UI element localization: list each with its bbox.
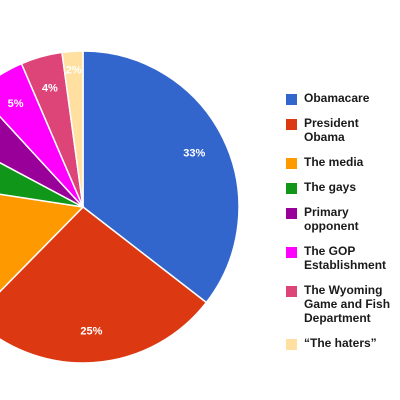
slice-label: 33% bbox=[183, 147, 205, 159]
pie-slice bbox=[0, 161, 84, 208]
legend-swatch bbox=[286, 339, 297, 350]
legend-swatch bbox=[286, 94, 297, 105]
legend-item-obamacare: Obamacare bbox=[286, 91, 400, 105]
legend-label: “The haters” bbox=[304, 336, 377, 350]
chart-legend: Obamacare President Obama The media The … bbox=[286, 91, 400, 361]
legend-item-the-haters: “The haters” bbox=[286, 336, 400, 350]
legend-swatch bbox=[286, 247, 297, 258]
pie-slice bbox=[82, 50, 240, 304]
legend-item-wyoming-game-and-fish: The Wyoming Game and Fish Department bbox=[286, 283, 400, 325]
legend-swatch bbox=[286, 158, 297, 169]
slice-label: 2% bbox=[66, 64, 82, 76]
legend-label: The gays bbox=[304, 180, 357, 194]
pie-slice bbox=[61, 50, 84, 208]
legend-label: The Wyoming Game and Fish Department bbox=[304, 283, 391, 325]
legend-item-the-gays: The gays bbox=[286, 180, 400, 194]
legend-swatch bbox=[286, 119, 297, 130]
legend-label: The GOP Establishment bbox=[304, 244, 387, 272]
legend-label: Obamacare bbox=[304, 91, 370, 105]
pie-slice bbox=[0, 193, 85, 293]
legend-label: Primary opponent bbox=[304, 205, 359, 233]
pie-slice bbox=[0, 205, 208, 364]
slice-label: 4% bbox=[42, 83, 58, 95]
legend-swatch bbox=[286, 208, 297, 219]
legend-item-gop-establishment: The GOP Establishment bbox=[286, 244, 400, 272]
pie-slices bbox=[0, 50, 240, 364]
legend-label: The media bbox=[304, 155, 364, 169]
legend-item-president-obama: President Obama bbox=[286, 116, 400, 144]
legend-swatch bbox=[286, 183, 297, 194]
slice-label: 25% bbox=[80, 326, 102, 338]
slice-label: 5% bbox=[8, 98, 24, 110]
legend-label: President Obama bbox=[304, 116, 359, 144]
legend-swatch bbox=[286, 286, 297, 297]
slice-labels: 33% 25% 5% 4% 2% bbox=[8, 64, 206, 337]
legend-item-the-media: The media bbox=[286, 155, 400, 169]
legend-item-primary-opponent: Primary opponent bbox=[286, 205, 400, 233]
